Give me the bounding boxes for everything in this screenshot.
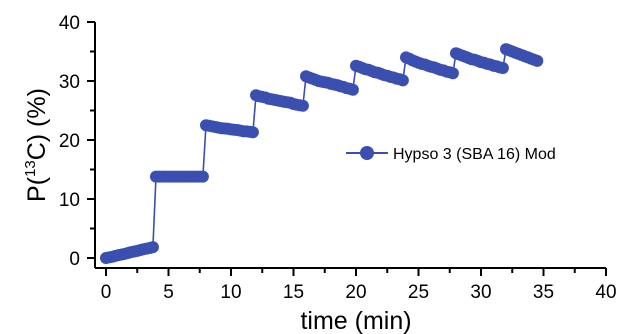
x-tick-label: 35 (533, 282, 554, 303)
data-point (531, 55, 543, 67)
data-point (297, 100, 309, 112)
x-tick-label: 20 (345, 282, 366, 303)
y-tick-label: 20 (59, 131, 80, 152)
data-point (247, 126, 259, 138)
y-tick-label: 40 (59, 13, 80, 34)
x-tick-label: 25 (408, 282, 429, 303)
data-point (197, 171, 209, 183)
data-point (347, 84, 359, 96)
x-tick-label: 15 (283, 282, 304, 303)
y-tick-label: 30 (59, 72, 80, 93)
x-tick-label: 0 (101, 282, 112, 303)
y-axis-title: P(13C) (%) (22, 88, 51, 202)
x-tick-label: 30 (470, 282, 491, 303)
x-tick-label: 10 (220, 282, 241, 303)
x-tick-label: 40 (595, 282, 616, 303)
data-point (497, 62, 509, 74)
y-axis-title-main: P( (23, 176, 51, 202)
legend-label: Hypso 3 (SBA 16) Mod (393, 146, 556, 163)
legend: Hypso 3 (SBA 16) Mod (346, 146, 556, 163)
data-point (447, 67, 459, 79)
x-tick-label: 5 (163, 282, 174, 303)
y-axis-title-superscript: 13 (22, 160, 39, 177)
data-point (397, 74, 409, 86)
y-tick-label: 0 (69, 249, 80, 270)
x-axis-title: time (min) (300, 307, 411, 334)
y-tick-label: 10 (59, 190, 80, 211)
legend-marker (360, 146, 374, 160)
data-point (147, 241, 159, 253)
y-axis-title-tail: C) (%) (23, 88, 51, 160)
